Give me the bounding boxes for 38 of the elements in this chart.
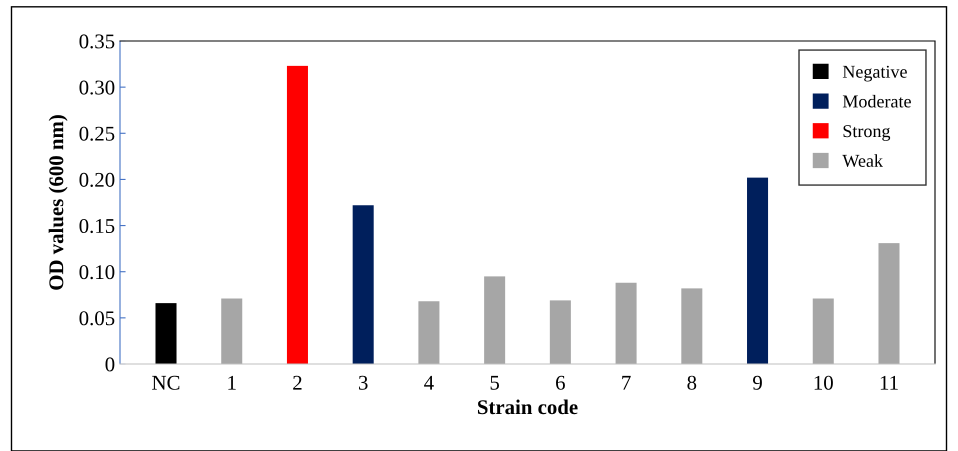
x-tick-label: 4 — [424, 376, 434, 390]
y-tick-label: 0.35 — [79, 34, 114, 49]
bar — [747, 178, 768, 364]
legend-label: Weak — [842, 154, 883, 168]
bar — [616, 282, 637, 364]
legend-label: Negative — [842, 66, 907, 82]
bar — [681, 288, 702, 364]
x-tick-label: NC — [152, 376, 180, 390]
y-tick-label: 0.10 — [79, 265, 114, 280]
x-tick-label: 11 — [880, 376, 898, 390]
y-tick-label: 0.15 — [79, 218, 114, 234]
bar — [484, 276, 506, 364]
x-tick-label: 9 — [753, 376, 762, 390]
bar — [878, 243, 900, 364]
x-tick-label: 6 — [556, 376, 565, 390]
legend-label: Moderate — [842, 94, 911, 108]
x-tick-label: 2 — [293, 376, 302, 390]
y-axis-title: OD values (600 nm) — [48, 115, 68, 290]
x-tick-label: 10 — [814, 376, 833, 390]
bar — [550, 300, 571, 364]
x-tick-label: 8 — [687, 376, 696, 390]
x-axis-title: Strain code — [478, 400, 578, 414]
x-tick-label: 5 — [490, 376, 500, 390]
x-tick-label: 3 — [358, 376, 368, 390]
y-tick-label: 0 — [106, 357, 114, 372]
y-tick-label: 0.30 — [79, 80, 114, 95]
bar — [221, 298, 242, 364]
bar — [352, 205, 374, 364]
y-tick-label: 0.20 — [79, 172, 114, 187]
x-tick-label: 7 — [622, 376, 631, 390]
y-tick-label: 0.05 — [79, 311, 114, 326]
bar — [418, 301, 440, 364]
x-tick-label: 1 — [228, 376, 236, 390]
y-tick-label: 0.25 — [79, 126, 114, 141]
bar — [286, 66, 308, 364]
bar — [812, 298, 834, 364]
bar — [155, 303, 177, 364]
legend-label: Strong — [844, 125, 890, 141]
